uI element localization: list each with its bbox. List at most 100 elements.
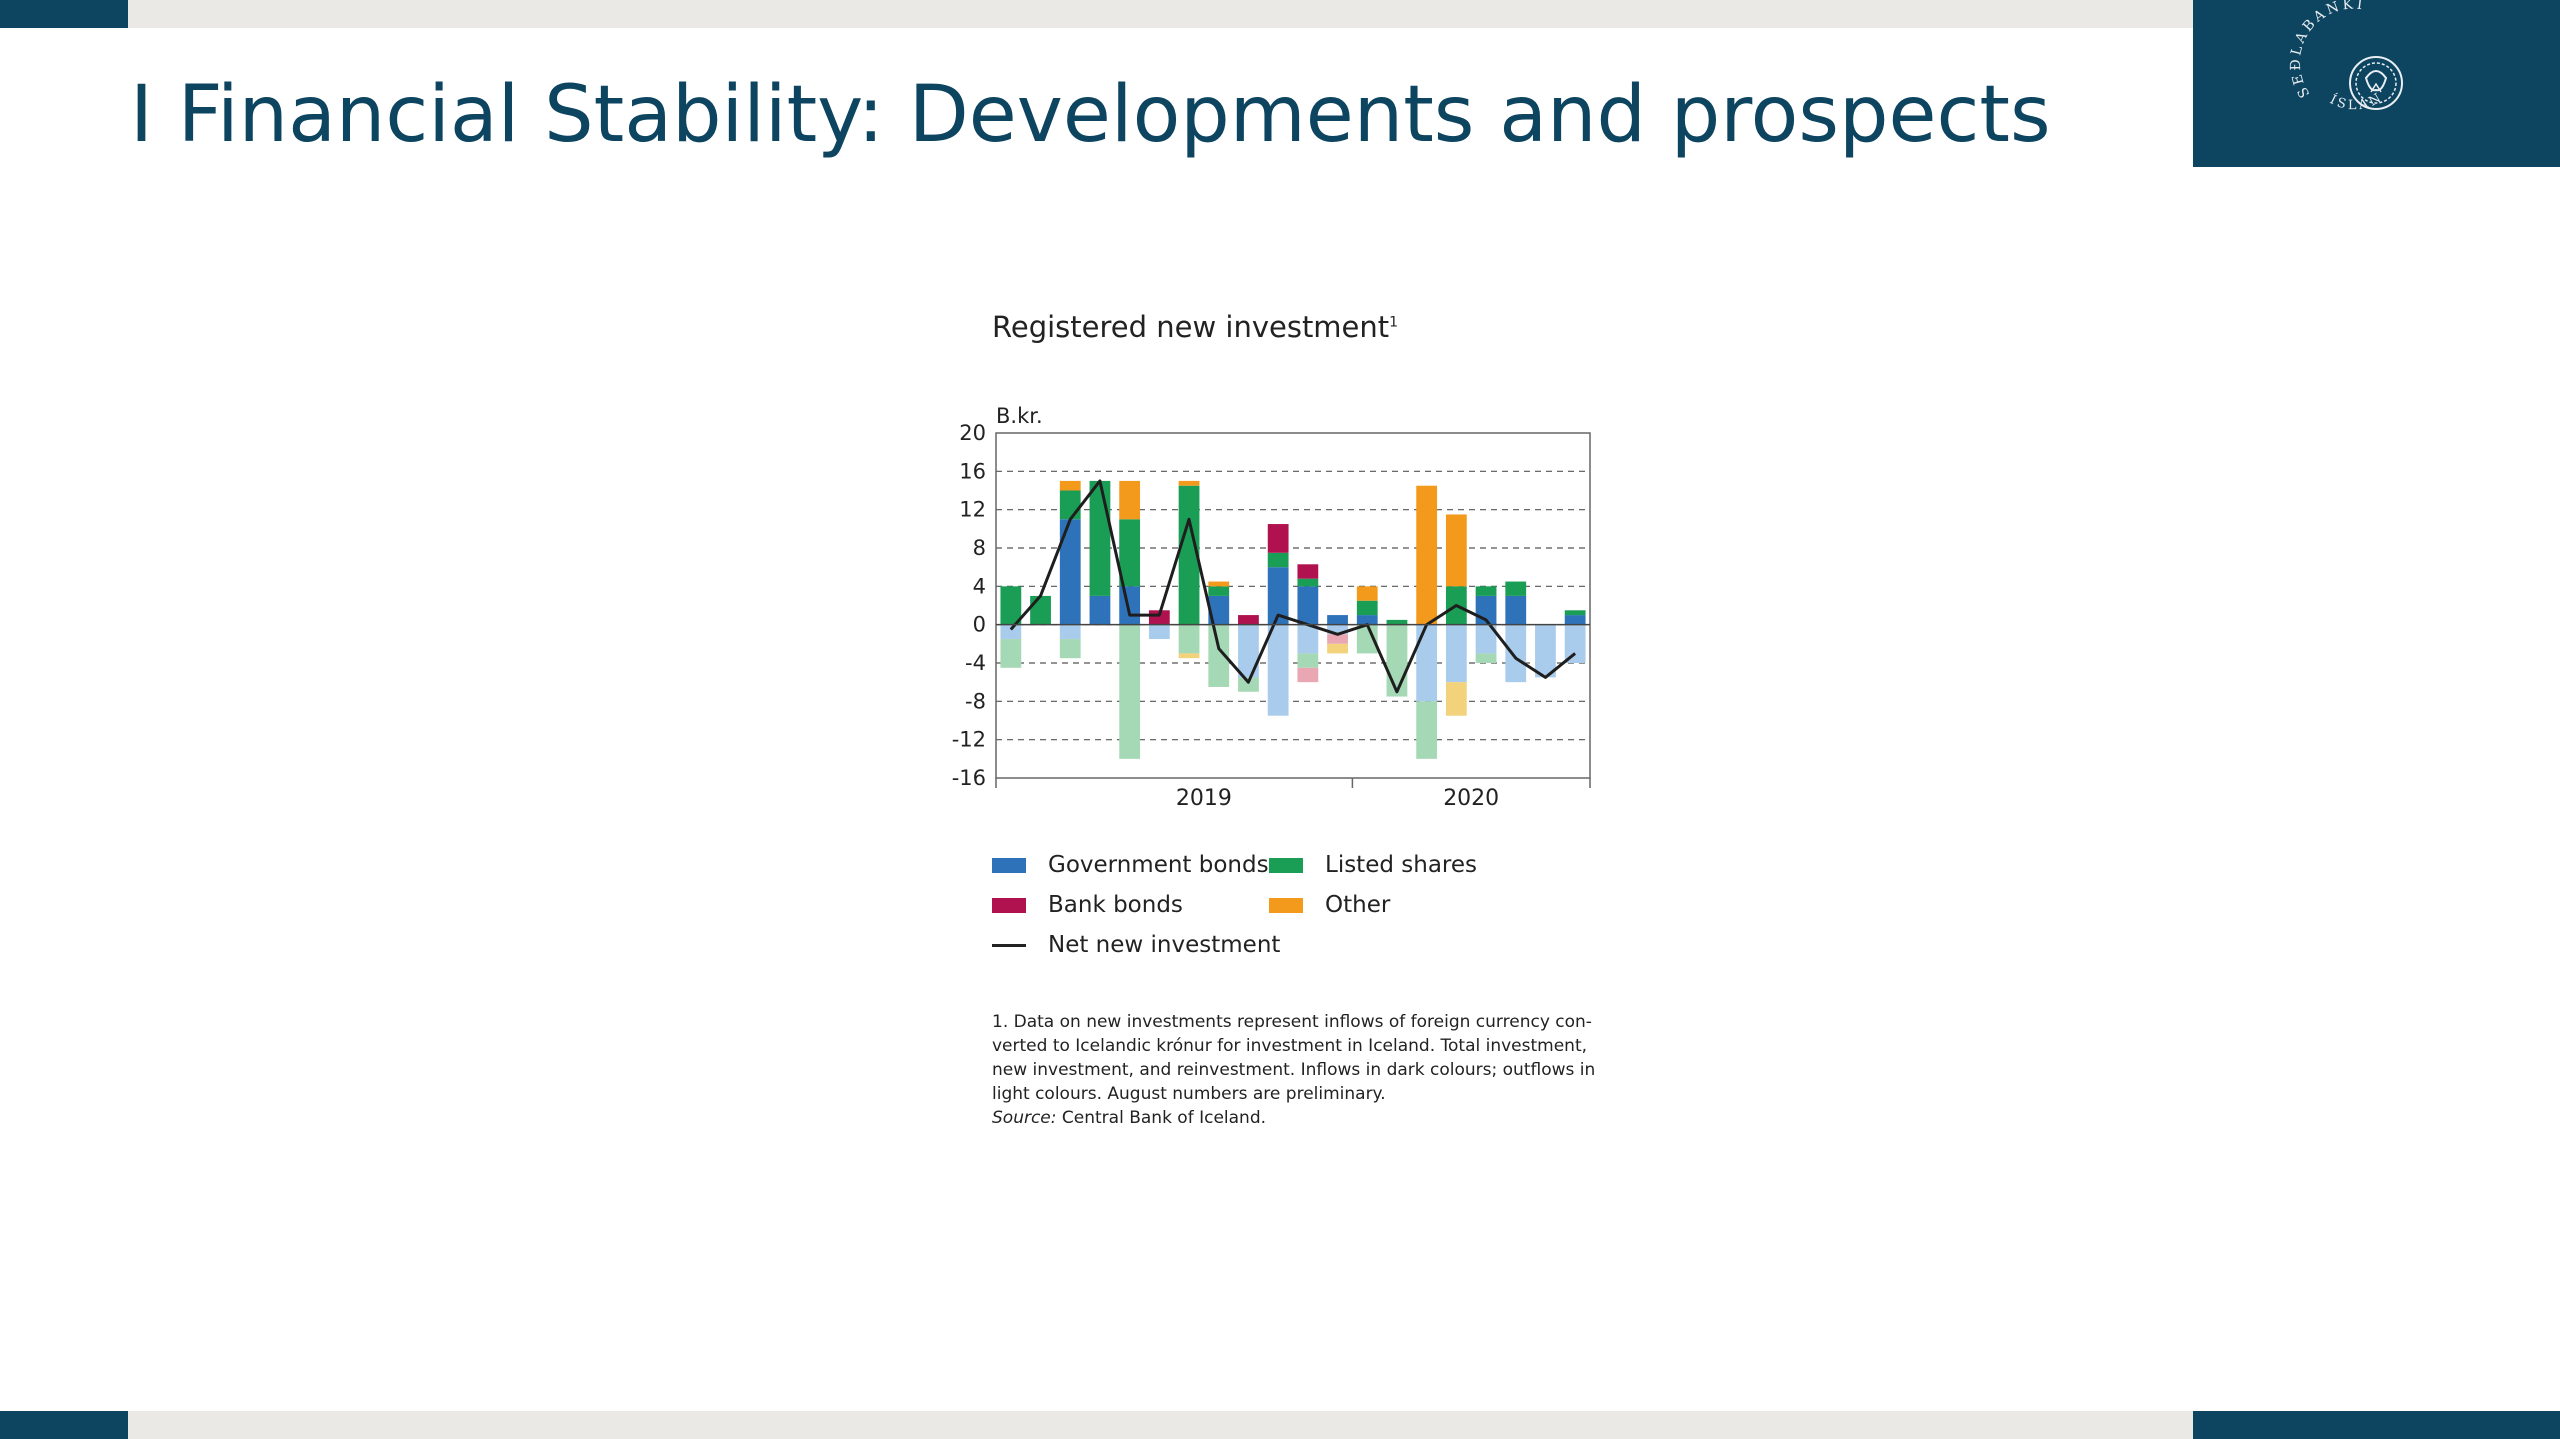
- bar-inflow-bank: [1297, 564, 1319, 579]
- bar-inflow-listed: [1208, 586, 1230, 596]
- bar-outflow-gov: [1148, 624, 1170, 640]
- slide-title: I Financial Stability: Developments and …: [130, 70, 2051, 160]
- bar-inflow-other: [1416, 485, 1438, 625]
- bar-inflow-other: [1445, 514, 1467, 587]
- bar-outflow-gov: [1475, 624, 1497, 654]
- bottom-band: [0, 1411, 2560, 1439]
- bar-outflow-listed: [1119, 624, 1141, 759]
- bar-inflow-other: [1178, 480, 1200, 486]
- bar-outflow-listed: [1238, 677, 1259, 692]
- net-investment-line: [1009, 479, 1577, 694]
- footnote-line-4: light colours. August numbers are prelim…: [992, 1084, 1386, 1104]
- x-year-label: 2019: [1176, 786, 1232, 811]
- bar-outflow-listed: [1000, 639, 1022, 668]
- bar-outflow-gov: [1416, 624, 1438, 702]
- bar-inflow-gov: [1356, 615, 1378, 625]
- bar-outflow-gov: [1535, 624, 1556, 678]
- bar-inflow-listed: [1030, 595, 1051, 625]
- bar-outflow-other: [1445, 682, 1467, 716]
- y-tick-label: -12: [952, 728, 986, 752]
- top-band: [0, 0, 2560, 28]
- legend-label-net: Net new investment: [1048, 932, 1281, 958]
- chart-title-footnote-mark: 1: [1389, 314, 1399, 331]
- bar-inflow-gov: [1267, 567, 1289, 625]
- bar-outflow-gov: [1564, 624, 1586, 663]
- bar-inflow-gov: [1327, 615, 1348, 625]
- bar-inflow-listed: [1505, 581, 1527, 596]
- investment-bar-chart: 20 16 12 8 4 0 -4 -8 -12 -16 B.kr. 2019 2020: [952, 404, 1591, 811]
- bar-inflow-gov: [1089, 595, 1111, 625]
- bar-outflow-listed: [1059, 639, 1081, 659]
- footnote-source-text: Central Bank of Iceland.: [1061, 1108, 1267, 1128]
- bar-inflow-listed: [1000, 586, 1022, 625]
- bar-outflow-gov: [1505, 624, 1527, 683]
- chart-title: Registered new investment1: [992, 310, 1398, 344]
- bottom-accent-right: [2193, 1411, 2560, 1439]
- logo-panel: SEÐLABANKI ÍSLANDS: [2186, 0, 2560, 167]
- legend-swatch-gov: [992, 857, 1026, 873]
- bar-outflow-gov: [1297, 624, 1319, 654]
- bottom-accent-left: [0, 1411, 128, 1439]
- chart-footnote: 1. Data on new investments represent inf…: [992, 1010, 1612, 1130]
- bar-inflow-gov: [1208, 595, 1230, 625]
- bar-outflow-gov: [1238, 624, 1259, 678]
- bar-inflow-listed: [1386, 619, 1408, 625]
- y-tick-label: 0: [973, 613, 986, 637]
- legend-label-bank: Bank bonds: [1048, 892, 1183, 918]
- y-tick-label: 12: [959, 498, 986, 522]
- plot-frame: [995, 432, 1591, 779]
- bar-inflow-other: [1356, 586, 1378, 601]
- legend-label-gov: Government bonds: [1048, 852, 1269, 878]
- bar-inflow-other: [1208, 581, 1230, 587]
- bar-inflow-gov: [1505, 595, 1527, 625]
- legend-item-net: Net new investment: [992, 930, 1280, 960]
- footnote-line-1: 1. Data on new investments represent inf…: [992, 1012, 1592, 1032]
- bar-inflow-listed: [1297, 578, 1319, 587]
- y-tick-label: 20: [959, 421, 986, 445]
- bar-outflow-bank: [1327, 634, 1348, 644]
- footnote-source: Source: Central Bank of Iceland.: [992, 1106, 1612, 1130]
- bar-inflow-gov: [1119, 586, 1141, 625]
- bar-inflow-gov: [1564, 615, 1586, 625]
- bar-inflow-listed: [1089, 480, 1111, 596]
- y-tick-label: -16: [952, 766, 986, 790]
- svg-text:SEÐLABANKI: SEÐLABANKI: [2288, 0, 2366, 100]
- footnote-line-3: new investment, and reinvestment. Inflow…: [992, 1060, 1596, 1080]
- footnote-source-label: Source:: [992, 1108, 1057, 1128]
- y-tick-label: 16: [959, 459, 986, 483]
- legend-item-listed: Listed shares: [1269, 850, 1477, 880]
- bar-inflow-listed: [1178, 485, 1200, 625]
- legend-label-other: Other: [1325, 892, 1391, 918]
- bar-outflow-listed: [1178, 624, 1200, 654]
- central-bank-seal-icon: SEÐLABANKI ÍSLANDS: [2186, 0, 2403, 113]
- legend-item-gov: Government bonds: [992, 850, 1269, 880]
- bar-inflow-bank: [1238, 615, 1259, 625]
- legend-label-listed: Listed shares: [1325, 852, 1478, 878]
- legend-item-bank: Bank bonds: [992, 890, 1183, 920]
- bar-outflow-other: [1178, 653, 1200, 659]
- x-year-label: 2020: [1443, 786, 1499, 811]
- bar-inflow-gov: [1297, 586, 1319, 625]
- bar-inflow-listed: [1059, 490, 1081, 520]
- bar-outflow-bank: [1297, 667, 1319, 683]
- top-accent: [0, 0, 128, 28]
- y-tick-label: 4: [973, 574, 986, 598]
- bar-inflow-bank: [1267, 524, 1289, 553]
- y-tick-label: 8: [973, 536, 986, 560]
- legend-line-net: [992, 943, 1026, 947]
- legend-swatch-other: [1269, 897, 1303, 913]
- bar-outflow-listed: [1297, 653, 1319, 668]
- bar-inflow-listed: [1475, 586, 1497, 596]
- bar-outflow-listed: [1386, 624, 1408, 697]
- bar-outflow-gov: [1000, 624, 1022, 640]
- bar-outflow-gov: [1267, 624, 1289, 716]
- bar-outflow-listed: [1475, 653, 1497, 663]
- bar-outflow-listed: [1416, 701, 1438, 759]
- bar-outflow-other: [1327, 643, 1348, 654]
- bar-outflow-listed: [1208, 624, 1230, 687]
- y-axis-label: B.kr.: [996, 404, 1043, 428]
- bar-outflow-gov: [1327, 624, 1348, 635]
- legend-item-other: Other: [1269, 890, 1390, 920]
- bar-inflow-other: [1119, 480, 1141, 520]
- bar-inflow-listed: [1356, 600, 1378, 616]
